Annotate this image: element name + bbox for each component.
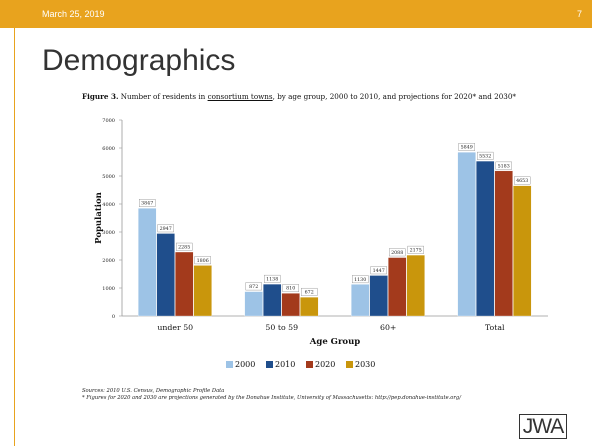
bar-2020	[494, 170, 513, 317]
bar-2030	[513, 185, 532, 317]
data-label-box	[389, 248, 406, 257]
data-label-box	[514, 176, 531, 185]
bar-2020	[281, 293, 300, 317]
figure-caption: Figure 3. Number of residents in consort…	[82, 92, 552, 101]
sources-note: Sources: 2010 U.S. Census, Demographic P…	[82, 388, 552, 402]
data-label-box	[370, 266, 387, 275]
bar-2020	[175, 251, 194, 317]
sources-line-2: * Figures for 2020 and 2030 are projecti…	[82, 395, 461, 401]
y-tick-label: 3000	[102, 230, 115, 236]
data-label: 1138	[266, 277, 278, 283]
data-label: 810	[286, 286, 295, 292]
bar-2030	[193, 265, 212, 317]
caption-text-start: Number of residents in	[120, 92, 208, 101]
data-label: 672	[305, 290, 314, 296]
y-tick-label: 1000	[102, 286, 115, 292]
legend-label: 2020	[315, 360, 335, 369]
data-label: 5183	[498, 163, 510, 169]
bar-2030	[406, 254, 425, 317]
slide-title: Demographics	[42, 44, 236, 77]
data-label-box	[194, 256, 211, 265]
x-tick-label: 50 to 59	[265, 323, 298, 332]
data-label: 5849	[461, 145, 473, 151]
x-tick-label: Total	[485, 323, 505, 332]
slide-date: March 25, 2019	[42, 9, 105, 19]
bar-2010	[263, 283, 282, 317]
data-label: 2175	[410, 248, 422, 254]
bar-2010	[369, 275, 388, 317]
y-tick-label: 5000	[102, 174, 115, 180]
bar-2020	[388, 257, 407, 317]
data-label-box	[138, 199, 156, 207]
legend-label: 2000	[235, 360, 255, 369]
data-label-box	[495, 161, 512, 170]
figure-label: Figure 3.	[82, 92, 119, 101]
data-label: 5532	[479, 154, 491, 160]
x-tick-label: under 50	[157, 323, 193, 332]
x-tick-label: 60+	[380, 323, 396, 332]
bar-2010	[156, 233, 175, 317]
page-number: 7	[576, 9, 582, 19]
x-axis-label: Age Group	[309, 337, 360, 347]
left-accent-rule	[14, 28, 15, 446]
legend-label: 2030	[355, 360, 375, 369]
bar-2000	[351, 284, 370, 317]
data-label-box	[282, 284, 299, 293]
bar-2000	[457, 152, 476, 317]
data-label: 872	[249, 284, 258, 290]
header-bar: March 25, 2019 7	[0, 0, 592, 28]
data-label-box	[157, 224, 174, 233]
data-label: 2088	[391, 250, 403, 256]
caption-text-end: , by age group, 2000 to 2010, and projec…	[272, 92, 517, 101]
data-label: 4653	[516, 178, 528, 184]
sources-line-1: Sources: 2010 U.S. Census, Demographic P…	[82, 388, 225, 394]
data-label: 3847	[141, 201, 153, 207]
legend-label: 2010	[275, 360, 295, 369]
legend-swatch-2020	[306, 361, 313, 368]
data-label: 1806	[197, 258, 209, 264]
bar-2010	[476, 160, 495, 317]
data-label: 1447	[373, 268, 385, 274]
y-tick-label: 2000	[102, 258, 115, 264]
y-tick-label: 4000	[102, 202, 115, 208]
data-label-box	[477, 151, 494, 160]
data-label: 2285	[178, 244, 190, 250]
legend-swatch-2010	[266, 361, 273, 368]
y-tick-label: 6000	[102, 146, 115, 152]
bar-2030	[300, 297, 319, 317]
company-logo: JWA	[519, 414, 567, 439]
caption-link: consortium towns	[207, 92, 273, 101]
data-label-box	[458, 143, 475, 151]
data-label-box	[352, 275, 369, 284]
legend-swatch-2000	[226, 361, 233, 368]
data-label-box	[301, 287, 318, 296]
y-tick-label: 7000	[102, 118, 115, 124]
data-label-box	[407, 245, 424, 254]
data-label: 1130	[354, 277, 366, 283]
legend-swatch-2030	[346, 361, 353, 368]
logo-text: JWA	[522, 415, 565, 438]
data-label-box	[175, 242, 193, 251]
y-tick-label: 0	[112, 314, 115, 320]
bar-2000	[138, 208, 157, 317]
data-label-box	[245, 282, 262, 291]
bar-2000	[244, 291, 263, 317]
data-label-box	[264, 274, 281, 283]
y-axis-label: Population	[94, 192, 104, 244]
data-label: 2947	[160, 226, 172, 232]
